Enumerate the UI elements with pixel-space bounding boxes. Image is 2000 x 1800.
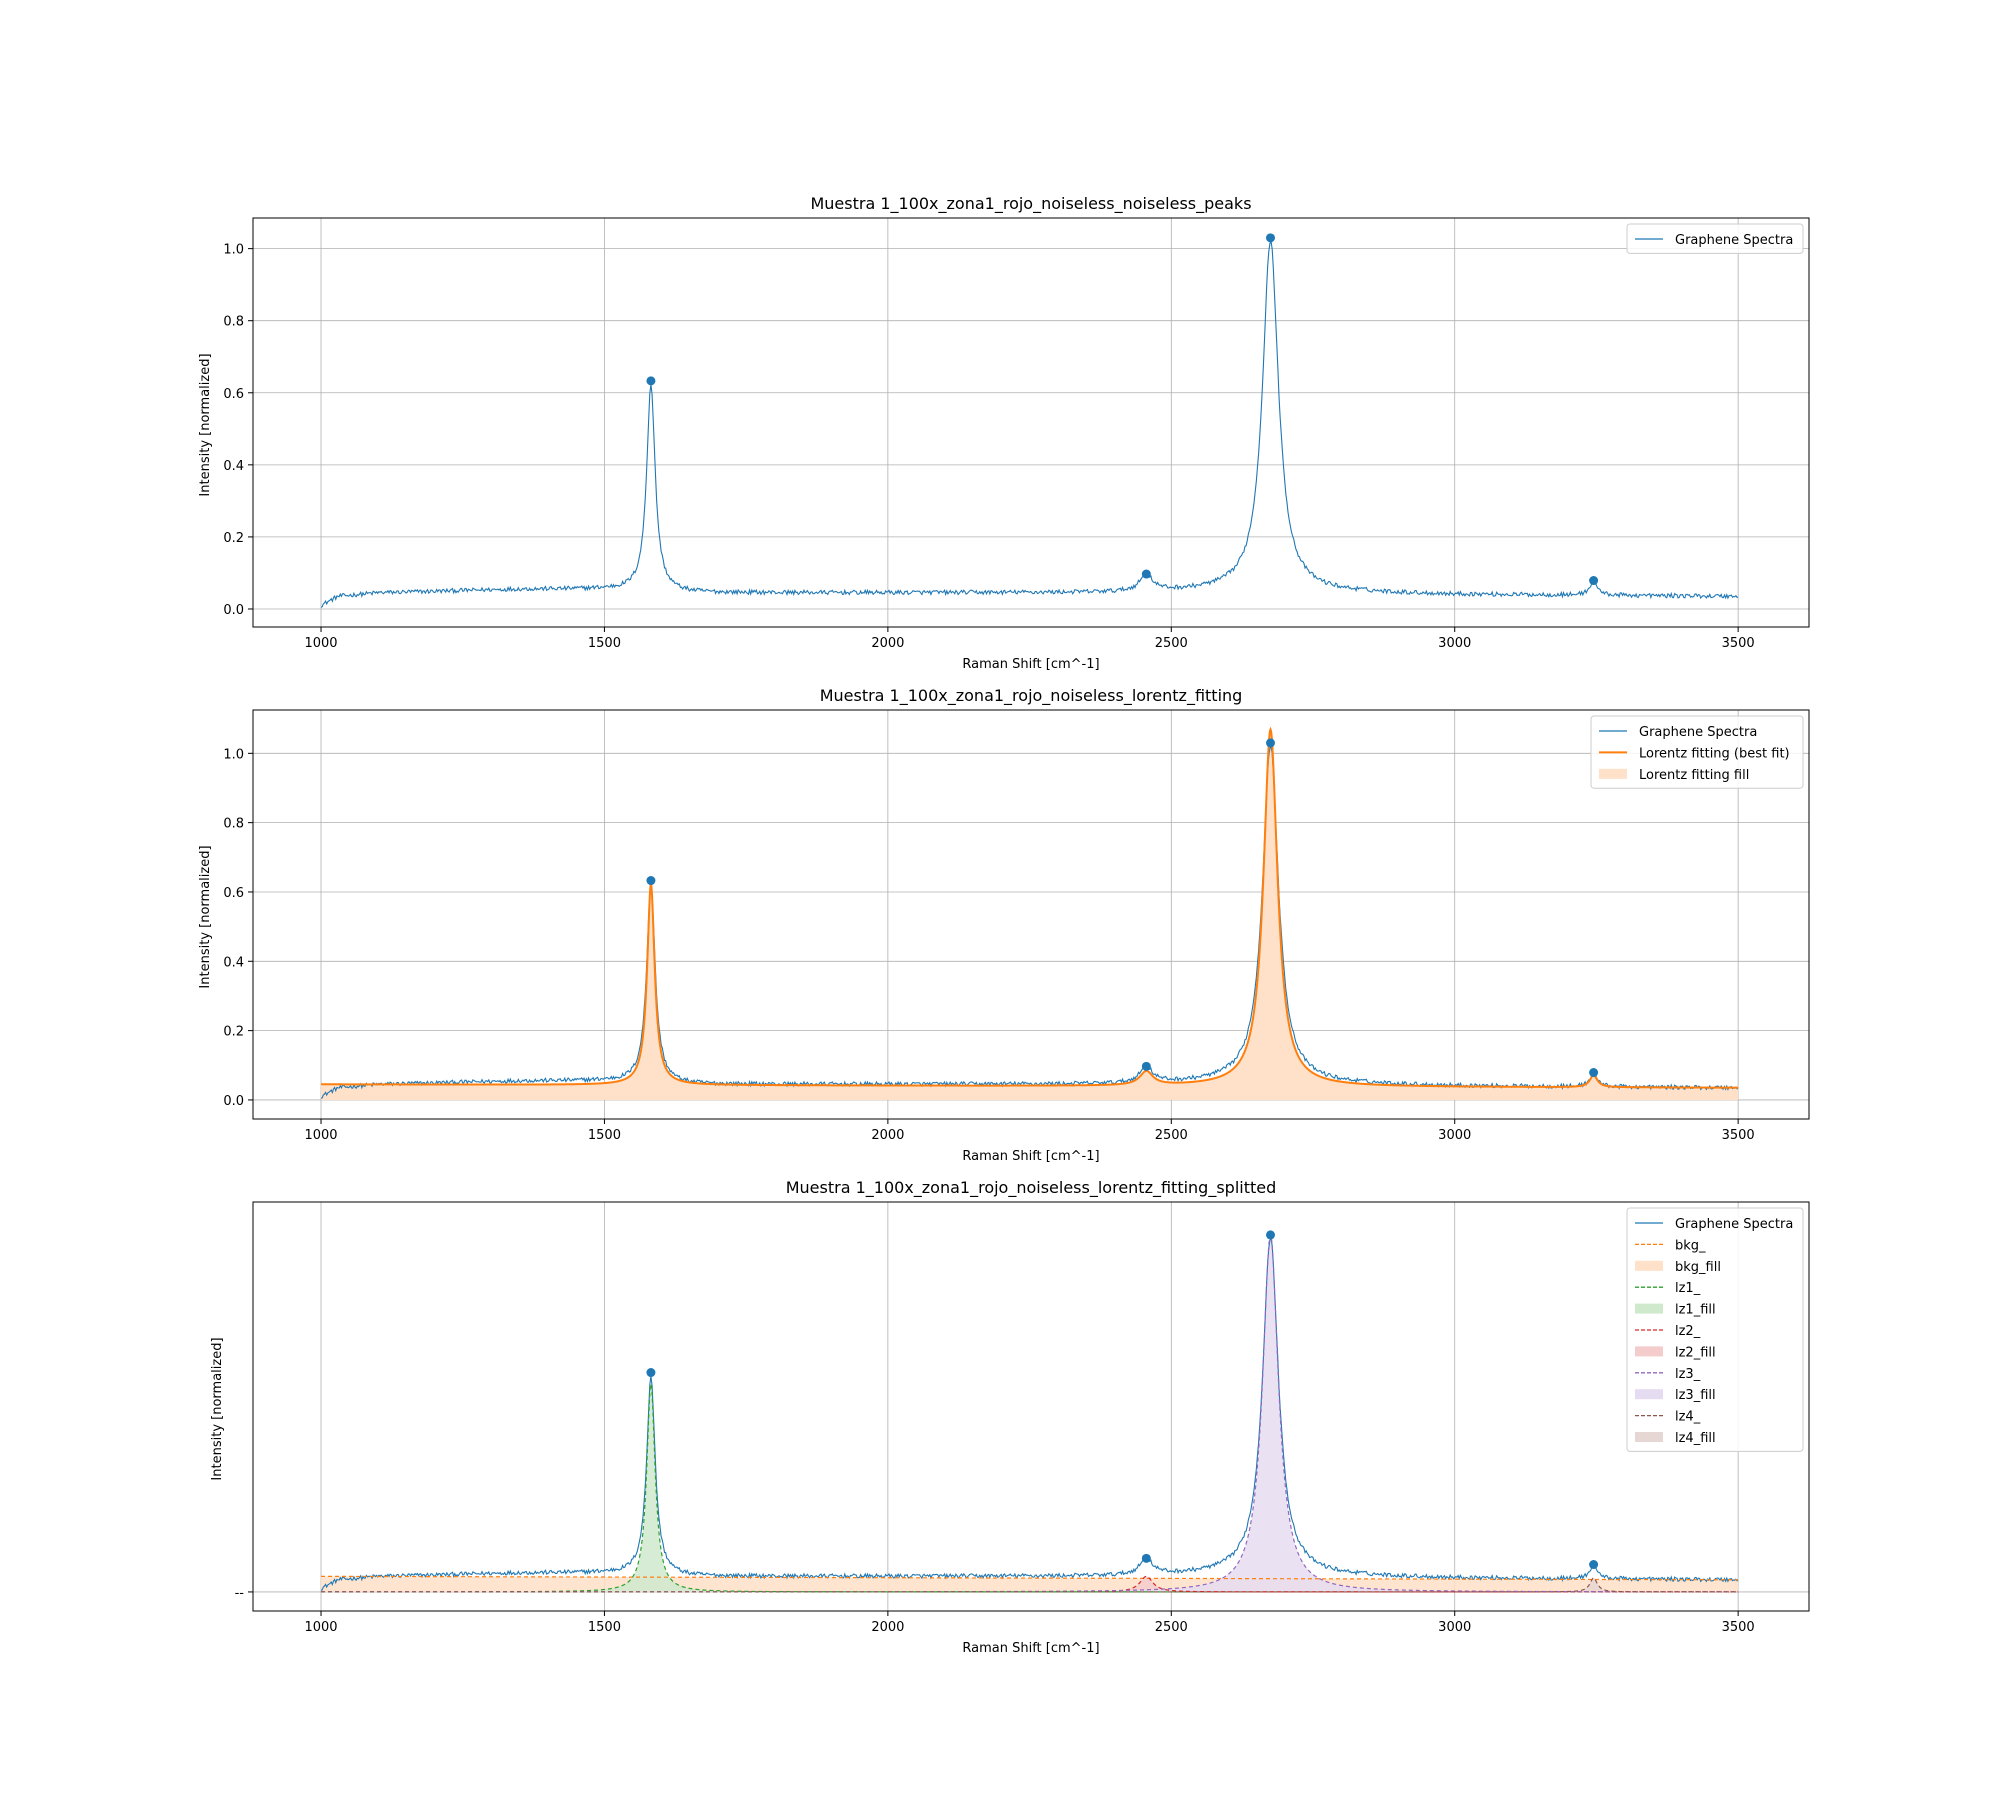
legend-label: lz2_ [1675, 1324, 1701, 1339]
peak-marker [1141, 1061, 1151, 1071]
x-tick-label: 1500 [588, 1620, 621, 1635]
subplot-lorentz-fitting: Muestra 1_100x_zona1_rojo_noiseless_lore… [198, 686, 1810, 1164]
y-tick-label: 1.0 [223, 747, 244, 762]
axes-frame [252, 709, 1810, 1120]
legend: Graphene Spectra Lorentz fitting (best fi… [1590, 715, 1804, 789]
grid [253, 218, 1809, 627]
x-axis-label: Raman Shift [cm^-1] [962, 657, 1099, 672]
plot-area [320, 239, 1739, 608]
x-tick-label: 3000 [1438, 636, 1471, 651]
axes-frame [252, 217, 1810, 628]
legend-swatch [1635, 1389, 1663, 1400]
x-tick-label: 2500 [1155, 1128, 1188, 1143]
x-tick-label: 2000 [871, 1128, 904, 1143]
peak-marker [1589, 576, 1599, 586]
y-tick-label: 1.0 [223, 243, 244, 258]
y-tick-label: -- [235, 1586, 245, 1601]
graphene-spectrum-line [320, 1236, 1739, 1591]
legend-swatch [1635, 1303, 1663, 1314]
subplot-lorentz-splitted: Muestra 1_100x_zona1_rojo_noiseless_lore… [210, 1178, 1810, 1656]
x-tick-label: 2000 [871, 1620, 904, 1635]
legend-label: Graphene Spectra [1639, 725, 1757, 740]
y-tick-label: 0.4 [223, 955, 244, 970]
y-axis-label: Intensity [normalized] [210, 1337, 225, 1480]
peak-marker [1265, 233, 1275, 243]
y-tick-label: 0.0 [223, 1094, 244, 1109]
plot-area [320, 726, 1739, 1100]
legend-label: lz4_fill [1675, 1431, 1716, 1446]
legend-label: lz4_ [1675, 1410, 1701, 1425]
x-tick-label: 3000 [1438, 1128, 1471, 1143]
grid [253, 710, 1809, 1119]
y-tick-label: 0.4 [223, 459, 244, 474]
peak-marker [1265, 738, 1275, 748]
peak-marker [1589, 1560, 1599, 1570]
legend-label: bkg_ [1675, 1238, 1706, 1253]
legend-swatch [1635, 1346, 1663, 1357]
legend-label: lz1_ [1675, 1281, 1701, 1296]
x-tick-label: 1000 [304, 636, 337, 651]
lz4-dashed-line [321, 1577, 1739, 1593]
x-tick-label: 3500 [1722, 1620, 1755, 1635]
peak-marker [1141, 569, 1151, 579]
legend-label: Graphene Spectra [1675, 1217, 1793, 1232]
x-axis-label: Raman Shift [cm^-1] [962, 1149, 1099, 1164]
x-tick-label: 2000 [871, 636, 904, 651]
y-axis-label: Intensity [normalized] [198, 845, 213, 988]
axes-frame [252, 1201, 1810, 1612]
legend-swatch [1635, 1432, 1663, 1442]
lorentz-best-fit-line [321, 726, 1739, 1089]
subplot-peaks: Muestra 1_100x_zona1_rojo_noiseless_nois… [198, 194, 1810, 672]
x-tick-label: 1000 [304, 1128, 337, 1143]
legend-label: lz3_ [1675, 1367, 1701, 1382]
y-tick-label: 0.8 [223, 817, 244, 832]
legend-box [1590, 715, 1804, 789]
y-tick-label: 0.2 [223, 531, 244, 546]
legend-label: lz3_fill [1675, 1388, 1716, 1403]
legend-label: Lorentz fitting (best fit) [1639, 746, 1790, 761]
plot-area [320, 1233, 1739, 1593]
x-tick-label: 1500 [588, 636, 621, 651]
legend-label: Lorentz fitting fill [1639, 768, 1749, 783]
legend: Graphene Spectra [1626, 223, 1804, 254]
x-tick-label: 2500 [1155, 1620, 1188, 1635]
y-axis-label: Intensity [normalized] [198, 353, 213, 496]
legend-box [1626, 1207, 1804, 1452]
peak-marker [1589, 1068, 1599, 1078]
chart-title: Muestra 1_100x_zona1_rojo_noiseless_nois… [810, 194, 1251, 214]
x-tick-label: 3500 [1722, 636, 1755, 651]
y-tick-label: 0.6 [223, 387, 244, 402]
graphene-spectrum-line [320, 239, 1739, 608]
bkg-dashed-line [321, 1575, 1739, 1581]
lz4-fill-area [321, 1578, 1739, 1592]
legend: Graphene Spectra bkg_ bkg_fill lz1_ lz1_fill… [1626, 1207, 1804, 1452]
legend-swatch [1635, 1260, 1663, 1271]
legend-label: lz1_fill [1675, 1303, 1716, 1318]
legend-label: bkg_fill [1675, 1260, 1721, 1275]
x-tick-label: 2500 [1155, 636, 1188, 651]
chart-title: Muestra 1_100x_zona1_rojo_noiseless_lore… [786, 1178, 1277, 1198]
peak-marker [646, 376, 656, 386]
x-tick-label: 3000 [1438, 1620, 1471, 1635]
chart-title: Muestra 1_100x_zona1_rojo_noiseless_lore… [820, 686, 1243, 706]
peak-marker [1265, 1230, 1275, 1240]
peak-marker [646, 1368, 656, 1378]
legend-swatch [1599, 768, 1627, 779]
legend-box [1626, 223, 1804, 254]
peak-marker [1141, 1553, 1151, 1563]
y-tick-label: 0.0 [223, 603, 244, 618]
legend-label: Graphene Spectra [1675, 233, 1793, 248]
x-axis-label: Raman Shift [cm^-1] [962, 1641, 1099, 1656]
y-tick-label: 0.8 [223, 315, 244, 330]
peak-marker [646, 876, 656, 886]
x-tick-label: 1500 [588, 1128, 621, 1143]
x-tick-label: 1000 [304, 1620, 337, 1635]
y-tick-label: 0.2 [223, 1025, 244, 1040]
legend-label: lz2_fill [1675, 1345, 1716, 1360]
x-tick-label: 3500 [1722, 1128, 1755, 1143]
y-tick-label: 0.6 [223, 886, 244, 901]
